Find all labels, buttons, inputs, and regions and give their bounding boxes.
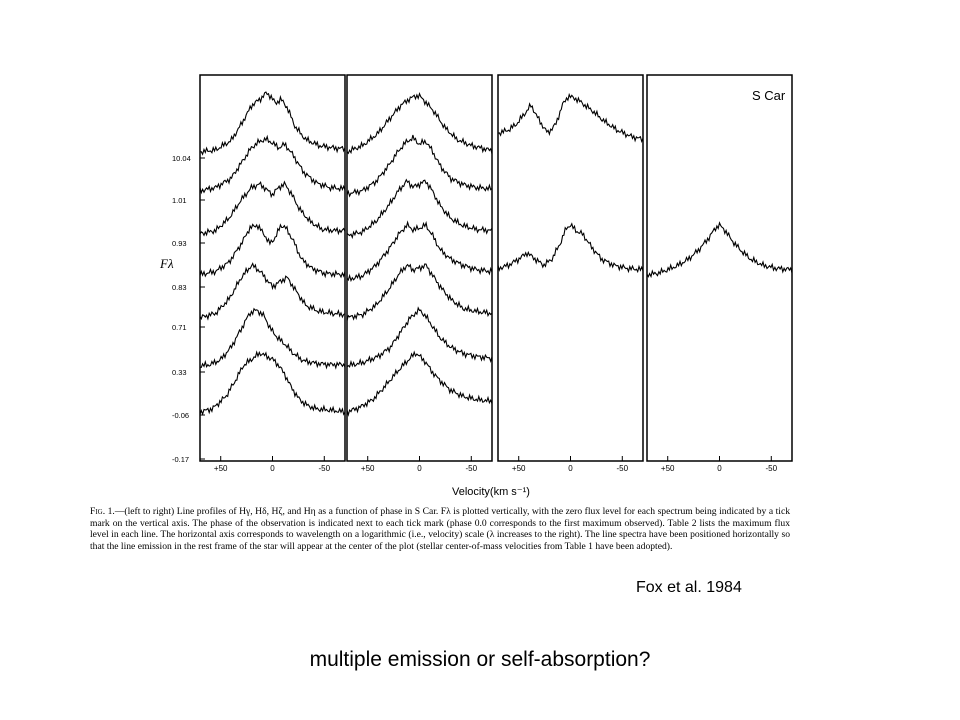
- line-profile-0.33: [346, 306, 493, 368]
- x-tick-label: +50: [512, 464, 526, 473]
- x-tick-label: 0: [568, 464, 573, 473]
- citation-credit: Fox et al. 1984: [636, 579, 742, 596]
- line-profile-0.83: [346, 220, 493, 283]
- x-tick-label: 0: [270, 464, 275, 473]
- phase-tick-label: 0.93: [172, 239, 187, 248]
- phase-tick-label: 1.01: [172, 196, 187, 205]
- caption-text: —(left to right) Line profiles of Hγ, Hδ…: [90, 506, 790, 552]
- x-tick-label: +50: [661, 464, 675, 473]
- x-tick-label: 0: [417, 464, 422, 473]
- x-tick-label: -50: [766, 464, 778, 473]
- line-profile-0.71: [346, 263, 493, 321]
- line-profiles-group: [199, 91, 793, 417]
- phase-tick-label: -0.17: [172, 455, 189, 464]
- x-tick-group: +50 0 -50 +50 0 -50 +50 0 -50 +50 0 -50: [214, 456, 778, 473]
- x-tick-label: +50: [361, 464, 375, 473]
- phase-tick-group: 10.04 1.01 0.93 0.83 0.71 0.33 -0.06 -0.17: [172, 154, 205, 464]
- slide-question: multiple emission or self-absorption?: [309, 648, 651, 671]
- x-tick-label: -50: [319, 464, 331, 473]
- x-axis-label: Velocity(km s⁻¹): [452, 486, 530, 498]
- line-profile--0.06: [199, 350, 346, 416]
- caption-fig-label: Fig. 1.: [90, 506, 115, 517]
- line-profile-10.04: [346, 92, 493, 155]
- phase-tick-label: 10.04: [172, 154, 191, 163]
- line-profile-0.83: [199, 223, 346, 279]
- y-axis-label: Fλ: [159, 256, 174, 271]
- phase-tick-label: 0.83: [172, 283, 187, 292]
- line-profile-0.33: [199, 307, 346, 370]
- x-tick-label: 0: [717, 464, 722, 473]
- line-profile-0.83: [497, 222, 644, 274]
- line-profile-10.04: [199, 91, 346, 156]
- line-profile-1.01: [346, 134, 493, 198]
- line-profile-0.71: [199, 262, 346, 321]
- phase-tick-label: -0.06: [172, 411, 189, 420]
- line-profile-1.01: [199, 134, 346, 195]
- x-tick-label: -50: [617, 464, 629, 473]
- line-profile-0.93: [346, 178, 493, 240]
- line-profile--0.06: [346, 350, 493, 417]
- x-tick-label: +50: [214, 464, 228, 473]
- figure-caption: Fig. 1.—(left to right) Line profiles of…: [90, 506, 790, 552]
- line-profile-0.83: [646, 221, 793, 279]
- line-profile-10.04: [497, 92, 644, 144]
- phase-tick-label: 0.33: [172, 368, 187, 377]
- x-tick-label: -50: [466, 464, 478, 473]
- line-profile-0.93: [199, 180, 346, 237]
- star-label: S Car: [752, 88, 786, 103]
- phase-tick-label: 0.71: [172, 323, 187, 332]
